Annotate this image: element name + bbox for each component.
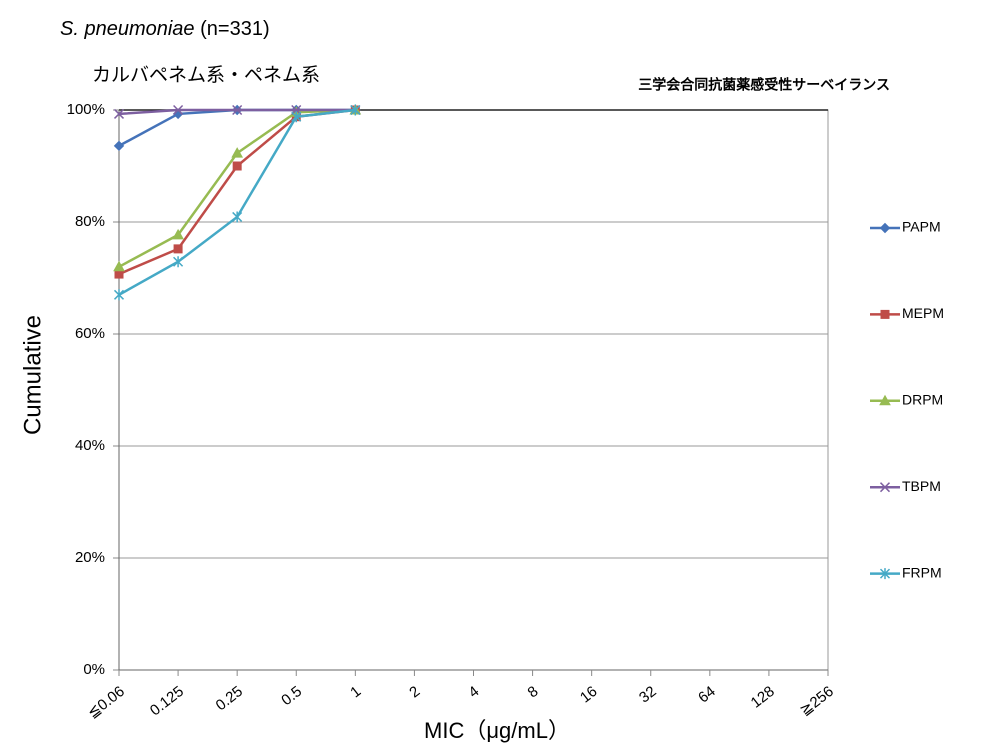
series-line: [118, 108, 356, 276]
marker: [113, 260, 125, 272]
series-line: [118, 108, 356, 147]
x-tick-label: 0.25: [213, 683, 246, 714]
legend-label: TBPM: [902, 478, 941, 494]
marker: [173, 256, 184, 268]
marker: [879, 394, 891, 406]
y-tick-label: 20%: [75, 549, 105, 566]
x-tick-label: 64: [695, 683, 719, 707]
y-tick-label: 100%: [67, 101, 105, 118]
x-tick-label: 1: [347, 683, 364, 702]
x-tick-label: 32: [636, 683, 660, 707]
annotation: 三学会合同抗菌薬感受性サーベイランス: [638, 77, 890, 93]
title-species: S. pneumoniae: [60, 18, 195, 40]
y-tick-label: 0%: [83, 661, 105, 678]
series: [113, 104, 361, 301]
marker: [880, 309, 890, 319]
x-tick-label: 16: [577, 683, 601, 707]
legend-label: PAPM: [902, 219, 941, 235]
chart-title: S. pneumoniae (n=331): [60, 18, 270, 40]
x-tick-label: 0.125: [147, 683, 187, 720]
marker: [173, 244, 183, 254]
y-tick-label: 80%: [75, 213, 105, 230]
x-axis-label: MIC（μg/mL）: [424, 718, 570, 743]
x-tick-label: ≦0.06: [85, 683, 128, 722]
series: [114, 105, 360, 279]
x-tick-label: 8: [524, 683, 541, 702]
y-tick-label: 60%: [75, 325, 105, 342]
marker: [879, 482, 891, 493]
marker: [232, 211, 243, 223]
marker: [291, 111, 302, 123]
marker: [232, 104, 243, 116]
marker: [231, 147, 244, 158]
x-tick-label: ≧256: [797, 683, 837, 720]
marker: [879, 222, 891, 234]
marker: [113, 108, 125, 119]
marker: [172, 228, 184, 240]
x-tick-label: 2: [406, 683, 423, 702]
legend-label: DRPM: [902, 392, 943, 408]
x-tick-label: 4: [465, 683, 482, 702]
x-tick-label: 128: [748, 683, 778, 712]
x-tick-label: 0.5: [278, 683, 305, 709]
legend-label: MEPM: [902, 305, 944, 321]
marker: [113, 289, 125, 301]
subtitle: カルバペネム系・ペネム系: [92, 64, 320, 86]
marker: [113, 140, 125, 152]
series-line: [118, 108, 356, 268]
title-count: (n=331): [200, 18, 270, 40]
series-line: [118, 108, 356, 296]
marker: [173, 104, 184, 116]
plot-area: [118, 109, 829, 671]
y-tick-label: 40%: [75, 437, 105, 454]
marker: [879, 568, 891, 580]
legend-label: FRPM: [902, 564, 942, 580]
marker: [350, 104, 361, 116]
y-axis-label: Cumulative: [19, 315, 46, 435]
marker: [232, 161, 242, 171]
